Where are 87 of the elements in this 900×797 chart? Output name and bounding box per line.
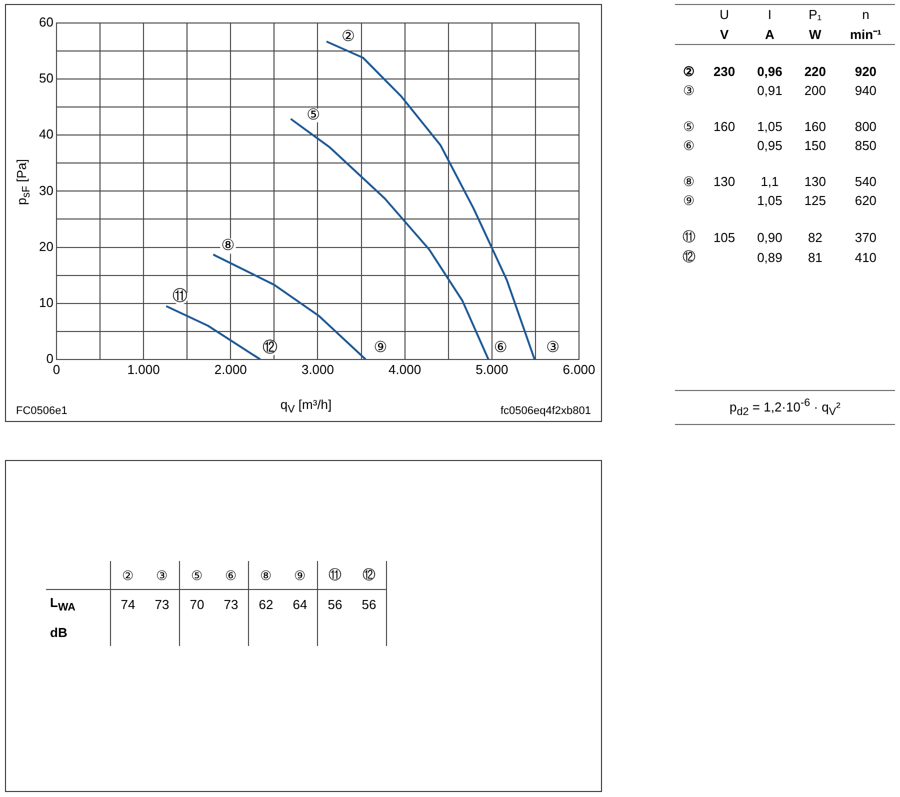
text: 540 (854, 173, 878, 191)
text: 200 (803, 82, 828, 100)
text: ⑫ (352, 561, 386, 590)
text: 74 (110, 590, 145, 618)
x-tick-label: 5.000 (476, 362, 508, 377)
annotation: ③ (546, 338, 560, 356)
text: ② (682, 63, 696, 81)
text: 940 (854, 82, 878, 100)
y-tick-label: 10 (38, 294, 54, 310)
text: 160 (803, 118, 828, 136)
text: ⑫ (682, 248, 697, 266)
text: 70 (180, 590, 214, 618)
x-tick-label: 4.000 (388, 362, 422, 377)
text: V (703, 24, 746, 44)
text: 56 (318, 590, 352, 618)
y-tick-label: 30 (38, 182, 54, 198)
text: ⑪ (682, 228, 697, 246)
text: 82 (806, 228, 824, 246)
y-tick-label: 60 (38, 14, 54, 30)
text: ⑤ (682, 118, 696, 136)
text: ⑤ (190, 566, 204, 584)
text: P₁ (794, 4, 836, 24)
text: 800 (854, 118, 878, 136)
text: 81 (806, 248, 824, 266)
text: dB (46, 618, 110, 646)
text: ⑥ (214, 561, 248, 590)
text: 0,90 (756, 228, 784, 246)
annotation: ② (341, 26, 355, 45)
annotation: ⑧ (221, 236, 235, 254)
text: I (746, 4, 794, 24)
annotation: ⑤ (306, 105, 320, 124)
text: 850 (854, 137, 878, 155)
text: ⑨ (682, 192, 696, 210)
text: 56 (352, 590, 386, 618)
text: 105 (712, 228, 736, 246)
text: 160 (712, 118, 736, 136)
x-axis-title: q$_{V}$ [m³/h] (280, 397, 332, 416)
annotation: ⑪ (172, 286, 188, 304)
text: U (703, 4, 746, 24)
text: W (794, 24, 836, 44)
text: 125 (803, 192, 828, 210)
annotation: ⑨ (374, 338, 388, 356)
y-tick-label: 0 (46, 350, 54, 366)
text: 620 (854, 192, 878, 210)
text: 230 (712, 63, 736, 81)
text: 0,89 (756, 248, 784, 266)
text: 62 (248, 590, 283, 618)
x-tick-label: 1.000 (127, 362, 160, 377)
text: 370 (854, 228, 878, 246)
text: 150 (803, 137, 828, 155)
y-tick-label: 20 (38, 238, 54, 254)
text: 73 (145, 590, 180, 618)
text: L$_{WA}$ (46, 590, 110, 618)
text: 130 (712, 173, 736, 191)
text: ⑨ (283, 561, 318, 590)
text: 1,05 (756, 118, 784, 136)
text: A (746, 24, 794, 44)
annotation: ⑫ (262, 338, 278, 356)
text: FC0506e1 (16, 405, 68, 417)
text: 0,96 (756, 63, 784, 81)
text: 73 (214, 590, 248, 618)
y-tick-label: 40 (38, 126, 54, 142)
text: ⑪ (328, 566, 342, 584)
text: n (836, 4, 895, 24)
text: ② (121, 566, 135, 584)
text: min⁻¹ (836, 24, 895, 44)
text: 410 (854, 248, 878, 266)
text: p$_{d2}$ = 1,2·10$^{-6}$ · q$_{V}$² (675, 390, 895, 425)
text: 0,95 (756, 137, 784, 155)
x-tick-label: 3.000 (301, 362, 334, 377)
text: 1,05 (756, 192, 784, 210)
text: fc0506eq4f2xb801 (500, 405, 591, 417)
text: 1,1 (760, 173, 780, 191)
text: ⑥ (682, 137, 696, 155)
text: ③ (145, 561, 180, 590)
text: ⑧ (259, 566, 273, 584)
text: 64 (283, 590, 318, 618)
y-tick-label: 50 (38, 70, 54, 86)
x-tick-label: 6.000 (562, 362, 596, 377)
text: ⑧ (682, 173, 696, 191)
text: 920 (854, 63, 878, 81)
text: 130 (803, 173, 828, 191)
text: 0,91 (756, 82, 784, 100)
x-tick-label: 2.000 (214, 362, 247, 377)
text: ③ (682, 82, 696, 100)
text: 220 (803, 63, 828, 81)
annotation: ⑥ (494, 338, 508, 356)
